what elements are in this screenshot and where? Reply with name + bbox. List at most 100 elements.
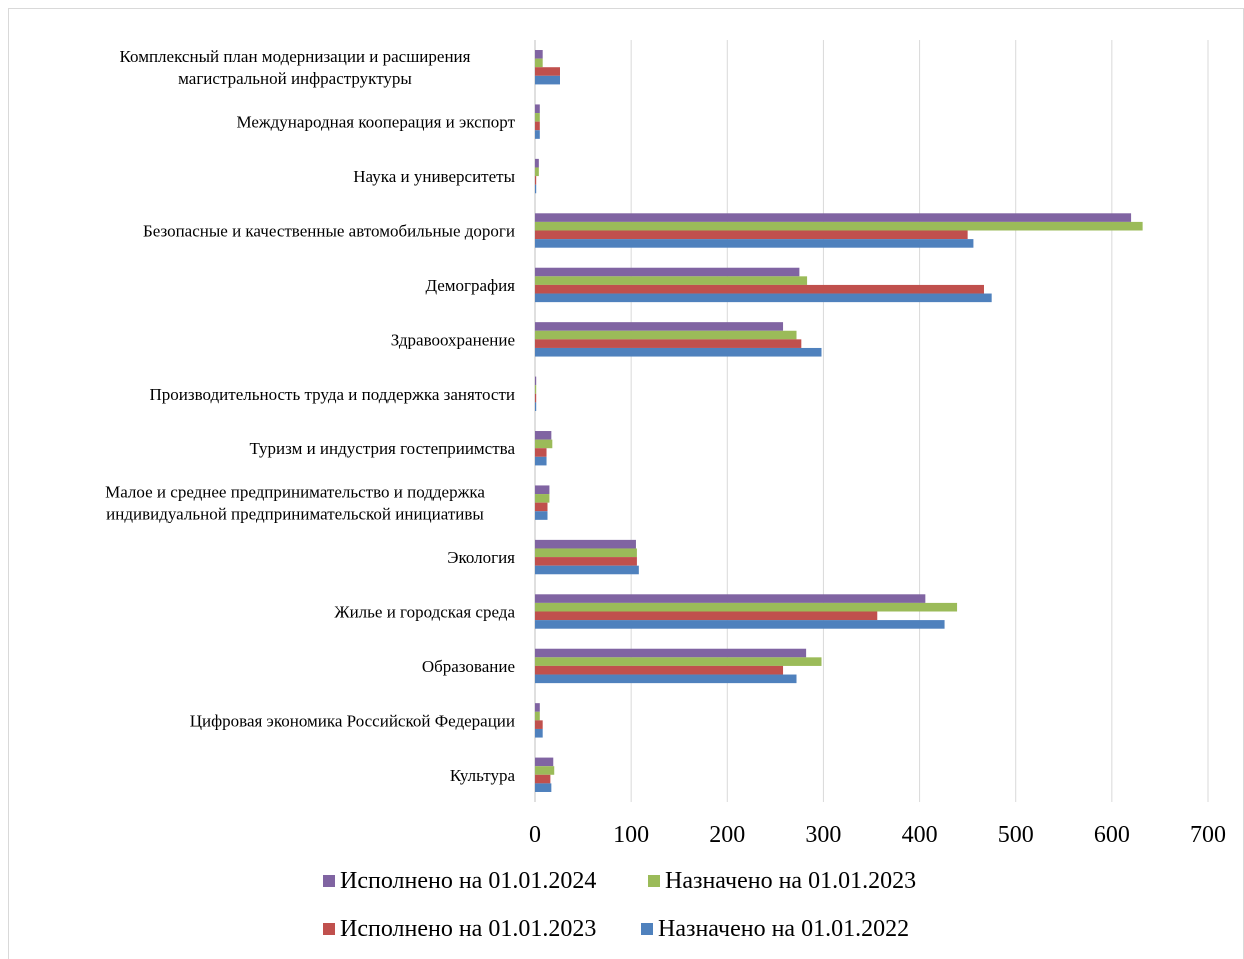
category-label-line: Образование — [422, 657, 515, 676]
bar — [535, 620, 945, 629]
category-label: Комплексный план модернизации и расширен… — [120, 47, 471, 88]
bar — [535, 50, 543, 59]
x-tick-label: 200 — [709, 822, 745, 848]
category-label-line: Производительность труда и поддержка зан… — [150, 385, 515, 404]
bar — [535, 711, 540, 721]
category-label: Безопасные и качественные автомобильные … — [143, 222, 515, 241]
category-label-line: Здравоохранение — [391, 330, 515, 349]
bar — [535, 548, 637, 558]
bar — [535, 221, 1143, 231]
bar — [535, 657, 822, 666]
bar — [535, 230, 968, 240]
bar — [535, 456, 547, 466]
bar — [535, 511, 548, 520]
bars — [535, 50, 1143, 792]
bar — [535, 757, 554, 767]
category-label-line: Экология — [447, 548, 515, 567]
x-tick-label: 300 — [805, 822, 841, 848]
bar — [535, 611, 878, 621]
bar — [535, 330, 797, 340]
bar — [535, 774, 551, 784]
bar — [535, 720, 543, 729]
bar — [535, 104, 540, 114]
category-label: Демография — [425, 276, 515, 295]
bar — [535, 158, 539, 168]
bar — [535, 347, 822, 357]
category-label-line: Цифровая экономика Российской Федерации — [190, 711, 515, 730]
bar — [535, 293, 992, 303]
category-label: Наука и университеты — [353, 167, 515, 186]
bar — [535, 67, 560, 76]
bar — [535, 602, 958, 612]
bar — [535, 402, 537, 411]
category-label-line: Жилье и городская среда — [334, 603, 515, 622]
category-label: Культура — [450, 766, 516, 785]
x-tick-labels: 0 100 200 300 400 500 600 700 — [529, 822, 1226, 848]
bar — [535, 431, 552, 440]
gridlines — [534, 40, 1209, 802]
bar — [535, 494, 550, 503]
category-label: Малое и среднее предпринимательство и по… — [105, 483, 485, 524]
bar — [535, 594, 926, 603]
category-label: Экология — [447, 548, 515, 567]
bar — [535, 339, 802, 348]
bar — [535, 648, 807, 658]
legend-item: Назначено на 01.01.2023 — [648, 868, 916, 894]
legend-label: Назначено на 01.01.2022 — [658, 916, 909, 942]
bar — [535, 665, 784, 675]
bar — [535, 239, 974, 248]
category-label-line: Международная кооперация и экспорт — [236, 113, 515, 132]
category-label: Туризм и индустрия гостеприимства — [249, 439, 515, 458]
legend: Исполнено на 01.01.2024 Назначено на 01.0… — [323, 868, 916, 942]
legend-item: Исполнено на 01.01.2024 — [323, 868, 596, 894]
bar — [535, 674, 797, 684]
legend-swatch — [323, 875, 335, 887]
bar — [535, 121, 540, 131]
legend-label: Назначено на 01.01.2023 — [665, 868, 916, 894]
category-label-line: Туризм и индустрия гостеприимства — [249, 439, 515, 458]
category-label: Жилье и городская среда — [334, 603, 515, 622]
category-label-line: Комплексный план модернизации и расширен… — [120, 47, 471, 66]
bar — [535, 728, 543, 738]
bar — [535, 485, 550, 495]
bar — [535, 439, 553, 449]
bar — [535, 393, 537, 403]
bar — [535, 284, 984, 294]
bar — [535, 557, 637, 566]
bar — [535, 448, 547, 457]
category-label-line: Наука и университеты — [353, 167, 515, 186]
category-label: Производительность труда и поддержка зан… — [150, 385, 515, 404]
bar — [535, 184, 537, 194]
category-label: Образование — [422, 657, 515, 676]
legend-swatch — [641, 923, 653, 935]
bar — [535, 703, 540, 712]
x-tick-label: 500 — [998, 822, 1034, 848]
category-labels: Комплексный план модернизации и расширен… — [105, 47, 515, 785]
x-tick-label: 400 — [902, 822, 938, 848]
legend-label: Исполнено на 01.01.2024 — [340, 868, 596, 894]
legend-swatch — [648, 875, 660, 887]
category-label-line: Малое и среднее предпринимательство и по… — [105, 483, 485, 502]
bar — [535, 113, 540, 122]
legend-item: Назначено на 01.01.2022 — [641, 916, 909, 942]
bar — [535, 322, 784, 331]
bar — [535, 75, 560, 85]
bar — [535, 276, 808, 285]
category-label-line: индивидуальной предпринимательской иници… — [106, 505, 484, 524]
bar — [535, 176, 537, 185]
category-label-line: магистральной инфраструктуры — [178, 69, 412, 88]
bar — [535, 766, 555, 775]
category-label: Здравоохранение — [391, 330, 515, 349]
x-tick-label: 700 — [1190, 822, 1226, 848]
legend-swatch — [323, 923, 335, 935]
category-label: Цифровая экономика Российской Федерации — [190, 711, 515, 730]
bar — [535, 385, 537, 394]
bar — [535, 130, 540, 139]
legend-item: Исполнено на 01.01.2023 — [323, 916, 596, 942]
x-tick-label: 600 — [1094, 822, 1130, 848]
bar — [535, 167, 539, 177]
legend-label: Исполнено на 01.01.2023 — [340, 916, 596, 942]
bar — [535, 565, 639, 575]
bar — [535, 502, 548, 512]
